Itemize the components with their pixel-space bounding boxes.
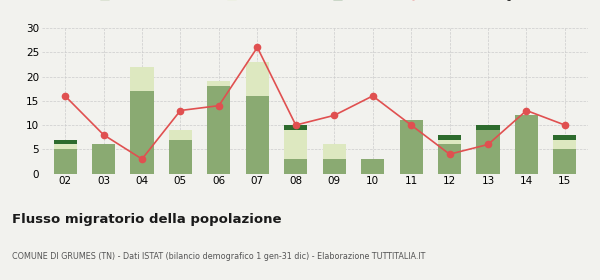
Bar — [169, 130, 192, 140]
Bar — [323, 144, 346, 159]
Bar — [438, 144, 461, 174]
Bar — [553, 135, 577, 140]
Bar — [284, 130, 307, 159]
Legend: Iscritti (da altri comuni), Iscritti (dall'estero), Iscritti (altri), Cancellati: Iscritti (da altri comuni), Iscritti (da… — [97, 0, 533, 5]
Bar — [476, 125, 500, 130]
Bar — [208, 86, 230, 174]
Bar — [284, 125, 307, 130]
Bar — [53, 144, 77, 149]
Text: Flusso migratorio della popolazione: Flusso migratorio della popolazione — [12, 213, 281, 226]
Bar — [400, 120, 422, 174]
Bar — [361, 159, 384, 174]
Bar — [53, 140, 77, 144]
Bar — [284, 159, 307, 174]
Text: COMUNE DI GRUMES (TN) - Dati ISTAT (bilancio demografico 1 gen-31 dic) - Elabora: COMUNE DI GRUMES (TN) - Dati ISTAT (bila… — [12, 252, 425, 261]
Bar — [130, 91, 154, 174]
Bar — [438, 140, 461, 144]
Bar — [476, 130, 500, 174]
Bar — [208, 81, 230, 86]
Bar — [438, 135, 461, 140]
Bar — [553, 140, 577, 149]
Bar — [92, 144, 115, 174]
Bar — [553, 149, 577, 174]
Bar — [246, 96, 269, 174]
Bar — [53, 149, 77, 174]
Bar — [169, 140, 192, 174]
Bar — [323, 159, 346, 174]
Bar — [130, 67, 154, 91]
Bar — [246, 62, 269, 96]
Bar — [515, 115, 538, 174]
